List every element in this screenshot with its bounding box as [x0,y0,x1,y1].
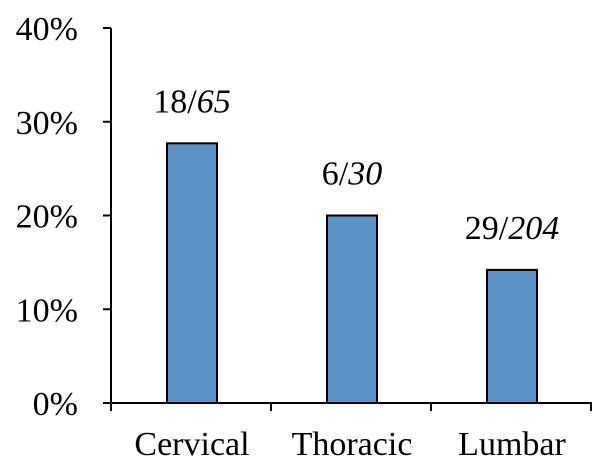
data-label-denominator: 204 [508,210,559,247]
data-label-denominator: 65 [197,83,231,120]
y-tick-label: 40% [16,11,78,48]
y-tick-label: 10% [16,292,78,329]
bar-thoracic [326,214,378,404]
y-tick-label: 20% [16,199,78,236]
x-axis-labels: Cervical Thoracic Lumbar [134,426,566,463]
bar-lumbar [486,268,538,404]
data-label-slash: / [499,210,509,247]
data-label-numerator: 6 [322,156,339,193]
data-label-lumbar: 29/204 [465,210,559,247]
data-label-slash: / [339,156,349,193]
x-category-label: Thoracic [292,426,413,463]
y-tick-label: 30% [16,105,78,142]
bars [166,142,538,404]
bar-cervical [166,142,218,404]
x-category-label: Lumbar [458,426,566,463]
y-axis-ticks: 0% 10% 20% 30% 40% [16,11,592,423]
y-tick-label: 0% [33,386,78,423]
data-label-denominator: 30 [347,156,382,193]
data-label-thoracic: 6/30 [322,156,382,193]
data-label-numerator: 29 [465,210,499,247]
x-category-label: Cervical [134,426,249,463]
data-label-cervical: 18/65 [153,83,230,120]
data-label-slash: / [187,83,197,120]
data-label-numerator: 18 [153,83,187,120]
